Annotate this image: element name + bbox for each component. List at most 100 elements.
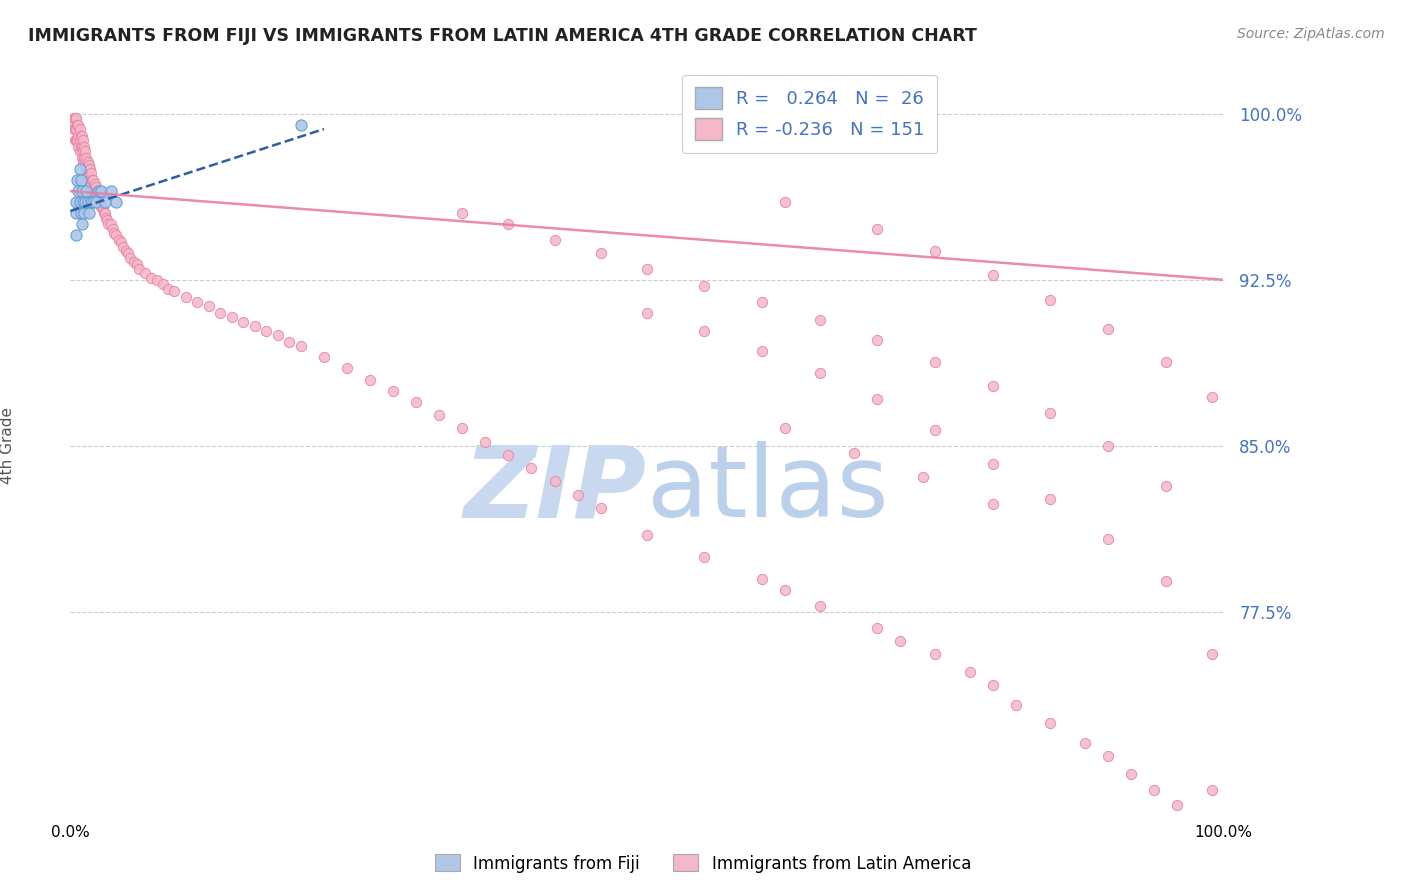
Point [103,226,125,240]
Point [152,277,174,292]
Point [693,549,716,564]
Point [75,195,97,210]
Point [139,270,162,285]
Point [65,206,87,220]
Point [94,206,117,220]
Point [67,184,90,198]
Point [84,191,107,205]
Point [69,133,91,147]
Text: Source: ZipAtlas.com: Source: ZipAtlas.com [1237,27,1385,41]
Point [87,195,111,210]
Point [1201,648,1223,662]
Point [62,111,84,125]
Point [751,343,773,358]
Text: IMMIGRANTS FROM FIJI VS IMMIGRANTS FROM LATIN AMERICA 4TH GRADE CORRELATION CHAR: IMMIGRANTS FROM FIJI VS IMMIGRANTS FROM … [28,27,977,45]
Point [1097,749,1119,764]
Point [79,173,101,187]
Point [76,173,98,187]
Text: ZIP: ZIP [464,442,647,539]
Point [84,195,107,210]
Point [63,133,86,147]
Point [808,599,831,613]
Point [520,461,543,475]
Point [1201,782,1223,797]
Point [80,178,103,192]
Point [120,251,142,265]
Point [808,312,831,326]
Point [79,161,101,176]
Point [1154,574,1177,589]
Point [866,333,889,347]
Point [751,294,773,309]
Point [981,379,1004,393]
Point [65,133,87,147]
Point [636,261,658,276]
Point [474,434,496,449]
Point [80,166,103,180]
Point [76,195,98,210]
Point [69,206,91,220]
Point [70,128,93,143]
Point [451,421,474,435]
Point [157,282,180,296]
Point [1201,390,1223,404]
Point [70,151,93,165]
Point [128,261,150,276]
Point [589,501,612,516]
Point [66,133,89,147]
Point [889,634,911,648]
Point [73,151,96,165]
Point [70,218,93,232]
Y-axis label: 4th Grade: 4th Grade [0,408,14,484]
Point [105,228,128,243]
Point [69,122,91,136]
Point [82,195,104,210]
Point [186,294,208,309]
Point [290,339,312,353]
Point [75,145,97,159]
Point [69,140,91,154]
Point [70,140,93,154]
Point [112,239,135,253]
Point [243,319,266,334]
Point [89,195,111,210]
Point [221,310,243,325]
Point [498,218,520,232]
Point [751,572,773,586]
Point [127,257,149,271]
Point [87,188,110,202]
Point [73,206,96,220]
Point [65,111,87,125]
Point [62,118,84,132]
Point [76,161,98,176]
Point [866,221,889,235]
Point [405,394,427,409]
Point [65,195,87,210]
Point [808,366,831,380]
Point [62,122,84,136]
Point [543,233,565,247]
Point [82,184,104,198]
Point [382,384,405,398]
Point [146,273,169,287]
Point [107,233,129,247]
Point [114,244,136,258]
Point [912,470,935,484]
Point [1097,439,1119,453]
Point [65,122,87,136]
Point [844,445,866,459]
Point [94,211,117,225]
Point [101,221,124,235]
Point [69,145,91,159]
Legend: R =   0.264   N =  26, R = -0.236   N = 151: R = 0.264 N = 26, R = -0.236 N = 151 [682,75,938,153]
Point [1004,698,1026,713]
Point [69,161,91,176]
Point [100,218,122,232]
Point [91,202,114,216]
Point [278,334,301,349]
Point [72,133,94,147]
Point [981,268,1004,283]
Point [773,421,796,435]
Point [82,173,104,187]
Point [63,111,86,125]
